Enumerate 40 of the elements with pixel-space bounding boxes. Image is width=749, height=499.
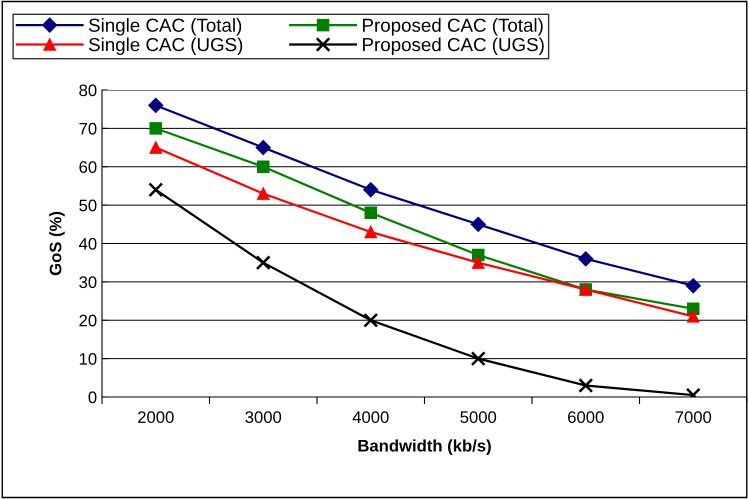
y-tick-label: 50 bbox=[79, 200, 96, 212]
point bbox=[256, 140, 271, 156]
y-tick-label: 20 bbox=[79, 314, 96, 326]
y-tick-label: 30 bbox=[79, 276, 96, 288]
x-tick-label: 6000 bbox=[568, 411, 604, 424]
y-tick-label: 10 bbox=[80, 353, 96, 365]
legend-label: Proposed CAC (Total) bbox=[363, 18, 543, 36]
legend-label: Proposed CAC (UGS) bbox=[363, 37, 544, 55]
y-tick-label: 80 bbox=[79, 84, 96, 96]
point bbox=[257, 160, 270, 173]
point bbox=[472, 256, 484, 269]
point bbox=[687, 310, 700, 323]
point bbox=[257, 187, 270, 200]
y-axis-title: GoS (%) bbox=[49, 212, 65, 276]
point bbox=[364, 226, 377, 238]
legend-label: Single CAC (UGS) bbox=[88, 37, 242, 55]
point bbox=[686, 278, 701, 294]
point bbox=[150, 141, 162, 154]
point bbox=[578, 251, 594, 266]
x-tick-label: 2000 bbox=[138, 411, 174, 424]
point bbox=[148, 182, 164, 198]
legend-label: Single CAC (Total) bbox=[88, 18, 242, 36]
point bbox=[578, 378, 594, 393]
y-tick-label: 0 bbox=[88, 391, 96, 404]
x-tick-label: 4000 bbox=[352, 411, 389, 424]
point bbox=[256, 255, 271, 270]
point bbox=[364, 206, 377, 220]
point bbox=[470, 351, 486, 366]
x-axis-title: Bandwidth (kb/s) bbox=[358, 439, 491, 455]
point bbox=[363, 182, 378, 198]
x-tick-label: 5000 bbox=[460, 411, 496, 424]
point bbox=[363, 312, 378, 328]
x-tick-label: 3000 bbox=[245, 411, 282, 424]
y-tick-label: 70 bbox=[79, 122, 96, 135]
x-tick-label: 7000 bbox=[676, 411, 712, 424]
point bbox=[150, 122, 162, 135]
point bbox=[148, 98, 164, 113]
y-tick-label: 60 bbox=[79, 161, 96, 173]
point bbox=[470, 216, 486, 232]
y-tick-label: 40 bbox=[78, 238, 96, 250]
